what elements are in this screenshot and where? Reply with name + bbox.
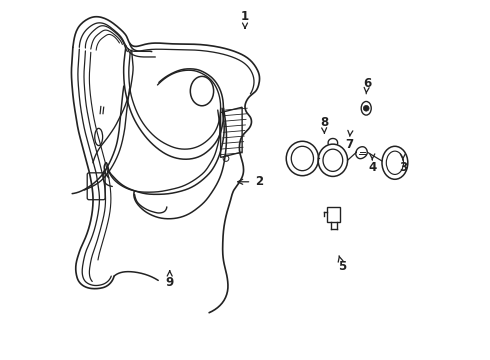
Bar: [327, 207, 341, 222]
Text: 5: 5: [338, 260, 346, 273]
Text: 6: 6: [363, 77, 371, 90]
Text: 8: 8: [320, 116, 328, 129]
Text: 7: 7: [345, 138, 353, 150]
Text: 2: 2: [255, 175, 264, 188]
Text: 4: 4: [368, 161, 376, 174]
Circle shape: [364, 105, 369, 111]
Text: 9: 9: [166, 276, 174, 289]
Text: 3: 3: [399, 161, 407, 174]
Text: 1: 1: [241, 10, 249, 23]
